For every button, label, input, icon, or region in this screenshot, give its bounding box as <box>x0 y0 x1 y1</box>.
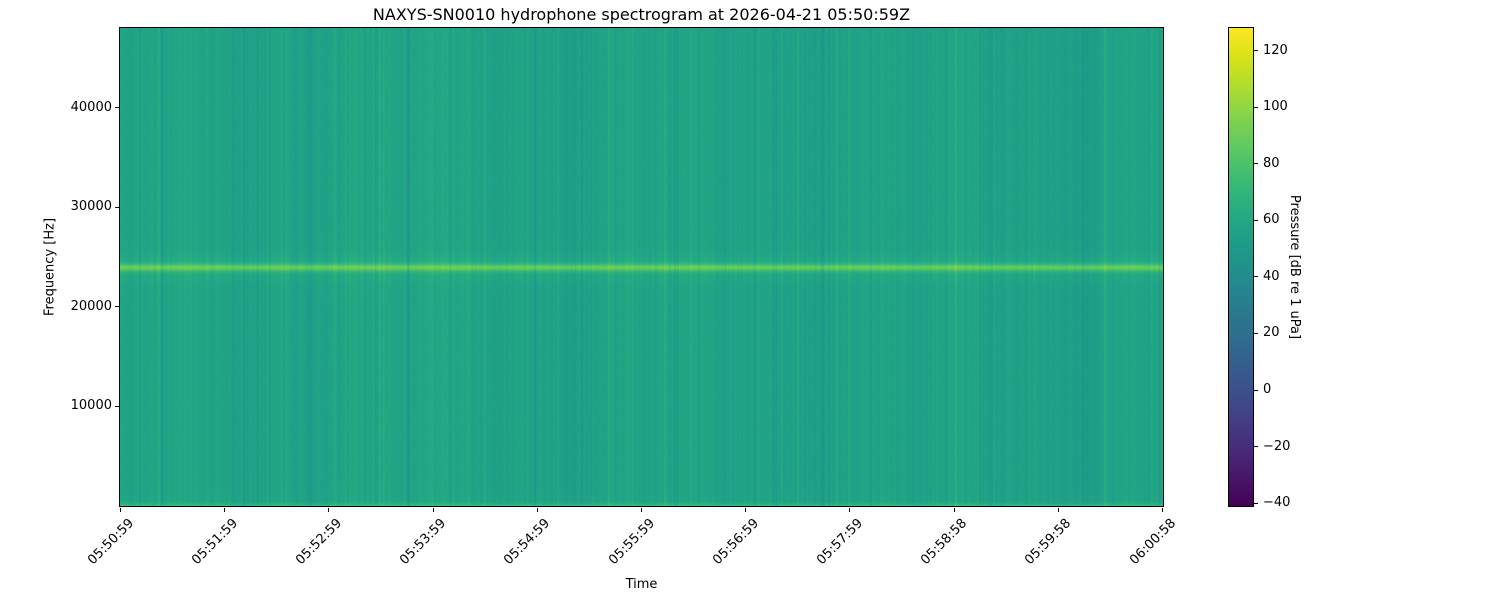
x-tick-mark <box>536 508 538 512</box>
x-tick-mark <box>849 508 851 512</box>
x-tick-mark <box>120 508 121 512</box>
colorbar-tick-mark <box>1254 50 1258 52</box>
colorbar-tick-label: 40 <box>1263 268 1280 284</box>
x-tick-mark <box>328 508 330 512</box>
colorbar-tick-mark <box>1254 389 1258 391</box>
colorbar-tick-label: 80 <box>1263 155 1280 171</box>
x-tick-label: 05:51:59 <box>188 516 241 568</box>
x-tick-label: 05:55:59 <box>605 516 658 568</box>
x-tick-mark <box>745 508 747 512</box>
spectrogram-canvas <box>120 28 1163 506</box>
x-tick-label: 05:59:58 <box>1022 516 1075 568</box>
y-tick-mark <box>115 206 119 208</box>
colorbar-tick-mark <box>1254 276 1258 278</box>
x-tick-label: 05:58:58 <box>918 516 971 568</box>
x-tick-mark <box>224 508 226 512</box>
x-tick-mark <box>432 508 434 512</box>
x-tick-mark <box>953 508 955 512</box>
x-tick-label: 05:57:59 <box>814 516 867 568</box>
colorbar <box>1228 27 1254 507</box>
colorbar-tick-label: 100 <box>1263 99 1288 115</box>
colorbar-tick-mark <box>1254 332 1258 334</box>
x-tick-label: 05:53:59 <box>397 516 450 568</box>
y-tick-label: 40000 <box>70 99 112 115</box>
x-axis-label: Time <box>625 577 658 592</box>
colorbar-tick-mark <box>1254 219 1258 221</box>
chart-title: NAXYS-SN0010 hydrophone spectrogram at 2… <box>372 5 911 24</box>
x-tick-label: 05:52:59 <box>293 516 346 568</box>
colorbar-gradient <box>1229 28 1253 506</box>
y-tick-label: 20000 <box>70 298 112 314</box>
plot-area <box>119 27 1164 507</box>
x-tick-mark <box>1057 508 1059 512</box>
y-tick-mark <box>115 405 119 407</box>
colorbar-tick-label: 0 <box>1263 382 1272 398</box>
colorbar-label: Pressure [dB re 1 uPa] <box>1287 194 1302 340</box>
x-tick-label: 05:56:59 <box>709 516 762 568</box>
colorbar-tick-mark <box>1254 446 1258 448</box>
y-tick-label: 10000 <box>70 398 112 414</box>
x-tick-mark <box>1162 508 1163 512</box>
colorbar-tick-label: 20 <box>1263 325 1280 341</box>
colorbar-tick-label: −40 <box>1263 495 1291 511</box>
y-tick-mark <box>115 107 119 109</box>
x-tick-label: 05:54:59 <box>501 516 554 568</box>
x-tick-label: 06:00:58 <box>1126 516 1179 568</box>
x-tick-mark <box>641 508 642 512</box>
colorbar-tick-mark <box>1254 502 1258 504</box>
colorbar-tick-label: 60 <box>1263 212 1280 228</box>
colorbar-tick-mark <box>1254 163 1258 165</box>
colorbar-tick-label: −20 <box>1263 438 1291 454</box>
colorbar-tick-label: 120 <box>1263 42 1288 58</box>
x-tick-label: 05:50:59 <box>84 516 137 568</box>
colorbar-tick-mark <box>1254 106 1258 108</box>
y-tick-mark <box>115 306 119 308</box>
y-tick-label: 30000 <box>70 199 112 215</box>
